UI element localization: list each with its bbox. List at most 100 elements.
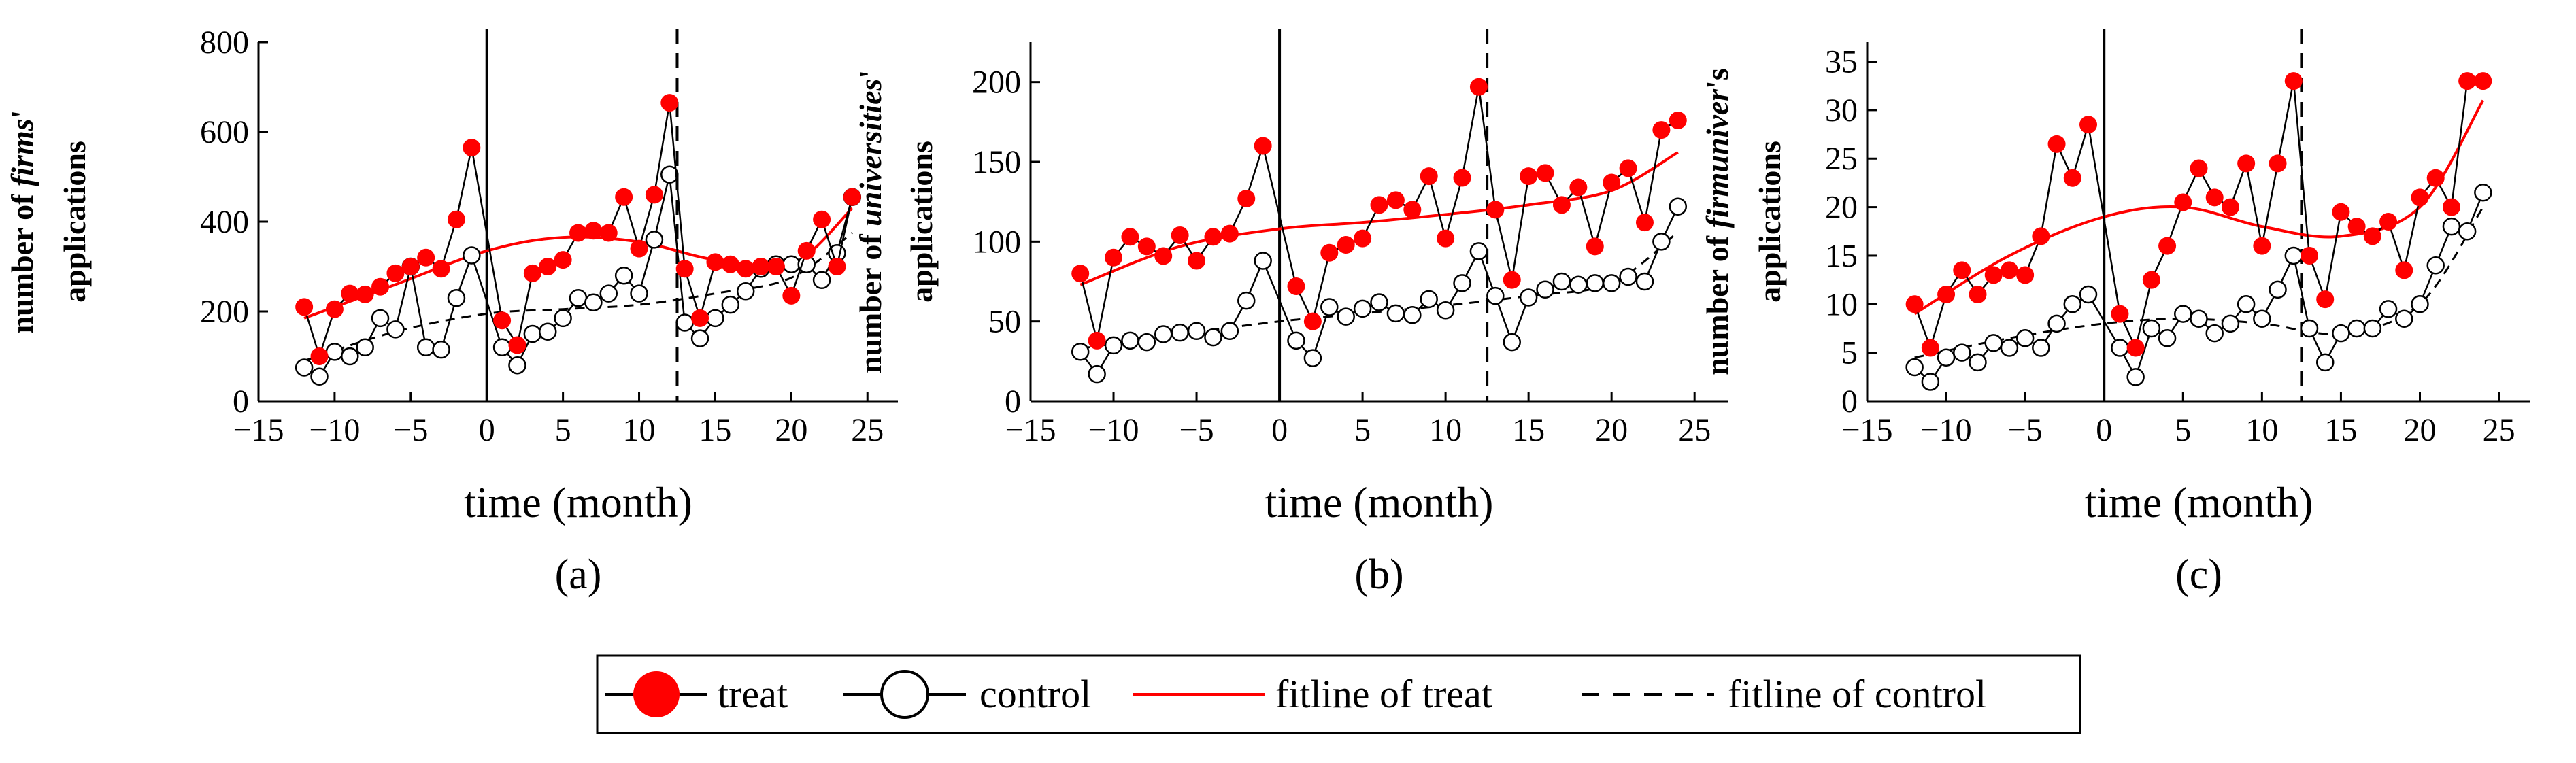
x-tick-label: 20 xyxy=(775,412,807,448)
y-tick-label: 100 xyxy=(972,224,1021,260)
treat-point xyxy=(1453,169,1471,187)
treat-point xyxy=(1984,266,2003,284)
control-point xyxy=(325,343,344,361)
y-tick-label: 50 xyxy=(988,304,1021,340)
control-point xyxy=(1569,275,1588,294)
treat-point xyxy=(843,188,861,206)
series-line-treat xyxy=(1913,80,2483,351)
legend-item-control: control xyxy=(843,670,1091,719)
treat-point xyxy=(828,258,846,275)
x-tick-label: −15 xyxy=(1005,412,1056,448)
x-tick-label: −10 xyxy=(1921,412,1972,448)
y-tick-label: 200 xyxy=(972,65,1021,101)
chart-panel-3: −15 −10 −5 0 5 10 15 20 25 0 5 10 15 20 25 30 35 time (mo… xyxy=(1700,29,2530,598)
control-point xyxy=(554,309,572,328)
control-point xyxy=(356,338,374,357)
legend-control-marker xyxy=(880,670,929,719)
y-axis-title-suffix: 's xyxy=(1700,68,1735,89)
x-axis-title: time (month) xyxy=(464,478,692,526)
control-point xyxy=(1071,343,1090,361)
control-point xyxy=(2347,319,2366,338)
treat-point xyxy=(1569,178,1588,197)
treat-point xyxy=(2032,227,2050,245)
treat-point xyxy=(1669,111,1687,129)
x-tick-label: −10 xyxy=(309,412,360,448)
treat-point xyxy=(782,286,801,305)
control-point xyxy=(1237,291,1256,310)
x-tick-label: 0 xyxy=(2096,412,2112,448)
control-point xyxy=(2190,309,2208,328)
treat-point xyxy=(569,224,587,242)
treat-point xyxy=(2063,169,2081,187)
control-point xyxy=(2332,324,2350,343)
control-point xyxy=(1519,288,1538,307)
control-point xyxy=(523,324,542,343)
treat-point xyxy=(2237,154,2256,173)
x-tick-label: 10 xyxy=(2245,412,2278,448)
treat-point xyxy=(2411,188,2429,207)
treat-point xyxy=(2126,339,2145,357)
control-point xyxy=(660,165,679,184)
treat-point xyxy=(797,241,816,260)
treat-point xyxy=(1386,191,1405,209)
treat-point xyxy=(2158,237,2177,255)
treat-point xyxy=(599,224,618,242)
control-point xyxy=(1586,274,1605,292)
x-tick-label: 10 xyxy=(623,412,656,448)
treat-point xyxy=(463,139,481,157)
control-point xyxy=(1503,333,1521,352)
treat-point xyxy=(1503,271,1521,289)
control-point xyxy=(538,322,557,341)
control-point xyxy=(1353,299,1372,318)
x-tick-label: 0 xyxy=(1271,412,1288,448)
treat-point xyxy=(2426,169,2445,187)
control-point xyxy=(2315,353,2335,372)
x-tick-label: 15 xyxy=(2324,412,2357,448)
panel-label: (c) xyxy=(2175,552,2222,598)
control-point xyxy=(2458,222,2477,241)
treat-point xyxy=(1121,228,1139,246)
control-point xyxy=(1937,348,1956,367)
panel-label: (b) xyxy=(1354,552,1403,598)
y-axis-title-line-1: number of universities' xyxy=(853,70,888,373)
legend-item-fitline-control: fitline of control xyxy=(1582,672,1986,716)
treat-point xyxy=(1237,189,1256,207)
control-point xyxy=(2174,305,2192,323)
control-point xyxy=(2442,217,2461,236)
control-point xyxy=(1635,272,1654,291)
treat-point xyxy=(2079,116,2097,134)
control-point xyxy=(1287,331,1305,350)
control-point xyxy=(706,309,724,328)
control-point xyxy=(2395,309,2413,328)
treat-point xyxy=(401,258,420,275)
control-point xyxy=(2111,339,2129,357)
treat-point xyxy=(1337,236,1355,254)
control-point xyxy=(1088,364,1106,384)
y-tick-label: 10 xyxy=(1825,286,1858,322)
control-point xyxy=(2379,300,2398,318)
y-axis-title-text: number of xyxy=(5,186,39,333)
x-tick-label: 25 xyxy=(1678,412,1711,448)
control-point xyxy=(1303,349,1322,367)
treat-point xyxy=(325,300,344,318)
treat-point xyxy=(2442,198,2460,216)
treat-point xyxy=(1953,261,1971,279)
y-axis-title-suffix: ' xyxy=(5,110,39,119)
control-point xyxy=(447,288,466,307)
control-point xyxy=(2411,295,2429,313)
control-point xyxy=(1536,280,1554,299)
treat-point xyxy=(2190,159,2208,177)
treat-point xyxy=(2047,135,2066,153)
y-tick-label: 30 xyxy=(1825,92,1858,129)
control-point xyxy=(2142,319,2161,338)
y-axis-title-suffix: ' xyxy=(853,70,888,79)
treat-point xyxy=(1403,201,1422,219)
treat-point xyxy=(539,258,557,275)
control-point xyxy=(1436,301,1455,320)
treat-point xyxy=(2253,237,2271,255)
control-point xyxy=(386,320,405,339)
control-point xyxy=(310,367,329,386)
treat-point xyxy=(371,277,390,296)
control-point xyxy=(721,295,740,314)
